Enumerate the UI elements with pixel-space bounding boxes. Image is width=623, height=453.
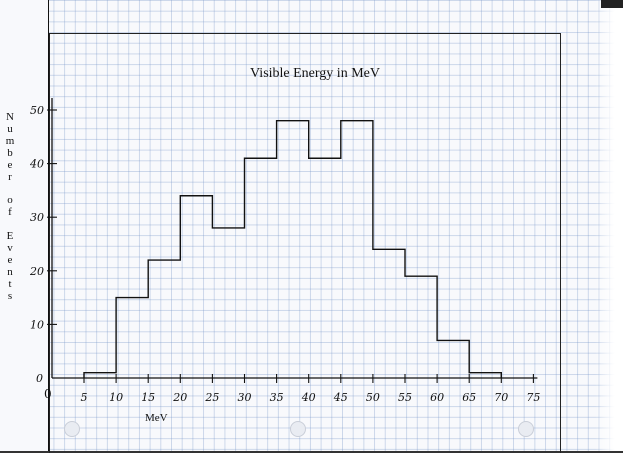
x-tick-label: 10: [109, 391, 123, 404]
y-axis-label-char: n: [7, 265, 13, 278]
punch-hole: [518, 421, 534, 437]
x-tick-label: 5: [81, 391, 88, 404]
histogram-bar: [405, 276, 437, 378]
y-axis-label-char: v: [7, 241, 13, 254]
y-axis-label-char: m: [5, 134, 15, 147]
x-tick-label: 15: [141, 391, 155, 404]
x-tick-label: 45: [333, 391, 348, 404]
x-tick-label: 75: [526, 391, 540, 404]
left-margin: [0, 0, 49, 453]
y-axis-label-char: u: [7, 122, 13, 135]
y-axis-label-char: e: [7, 253, 13, 266]
x-tick-label: 65: [462, 391, 476, 404]
y-axis-label-char: E: [6, 230, 14, 243]
y-tick-label: 30: [30, 211, 44, 224]
x-tick-label: 55: [398, 391, 412, 404]
histogram-bar: [469, 373, 501, 378]
y-axis-label-char: b: [7, 146, 13, 159]
chart-title: Visible Energy in MeV: [250, 66, 380, 81]
histogram-bar: [116, 298, 148, 378]
y-tick-label: 0: [36, 372, 43, 385]
histogram-bar: [373, 249, 405, 378]
x-tick-label: 70: [494, 391, 508, 404]
histogram-bar: [245, 158, 277, 378]
plot-frame: [49, 33, 561, 453]
y-tick-label: 20: [29, 265, 44, 278]
x-tick-label: 0: [44, 387, 52, 401]
histogram-bar: [180, 196, 212, 378]
y-axis-label-char: N: [6, 111, 14, 123]
x-tick-label: 25: [204, 391, 219, 404]
y-axis-label-char: r: [8, 170, 12, 183]
punch-hole: [64, 421, 80, 437]
histogram-bar: [341, 121, 373, 378]
x-tick-label: 20: [172, 391, 187, 404]
y-tick-label: 10: [30, 318, 44, 331]
y-axis-label-char: f: [8, 206, 12, 219]
y-tick-label: 50: [30, 104, 44, 117]
x-tick-label: 35: [270, 391, 284, 404]
histogram-bar: [277, 121, 309, 378]
x-tick-label: 60: [430, 391, 444, 404]
histogram-bar: [84, 373, 116, 378]
histogram-bar: [148, 260, 180, 378]
y-axis-label-char: o: [7, 194, 13, 207]
histogram-bar: [437, 340, 469, 378]
y-axis-label-char: t: [8, 277, 12, 290]
y-axis-label-char: s: [7, 289, 13, 302]
x-tick-label: 30: [238, 391, 252, 404]
x-tick-label: 40: [301, 391, 316, 404]
scan-bottom-edge: [0, 451, 623, 453]
y-tick-label: 40: [29, 158, 44, 171]
paper-right-edge: [595, 0, 623, 453]
x-tick-label: 50: [366, 391, 380, 404]
scan-corner: [601, 0, 623, 8]
histogram-outline: [83, 120, 502, 378]
x-axis-label: MeV: [145, 412, 168, 424]
histogram-bar: [309, 158, 341, 378]
histogram-bar: [212, 228, 244, 378]
y-axis-label-char: e: [7, 158, 13, 171]
punch-hole: [290, 421, 306, 437]
